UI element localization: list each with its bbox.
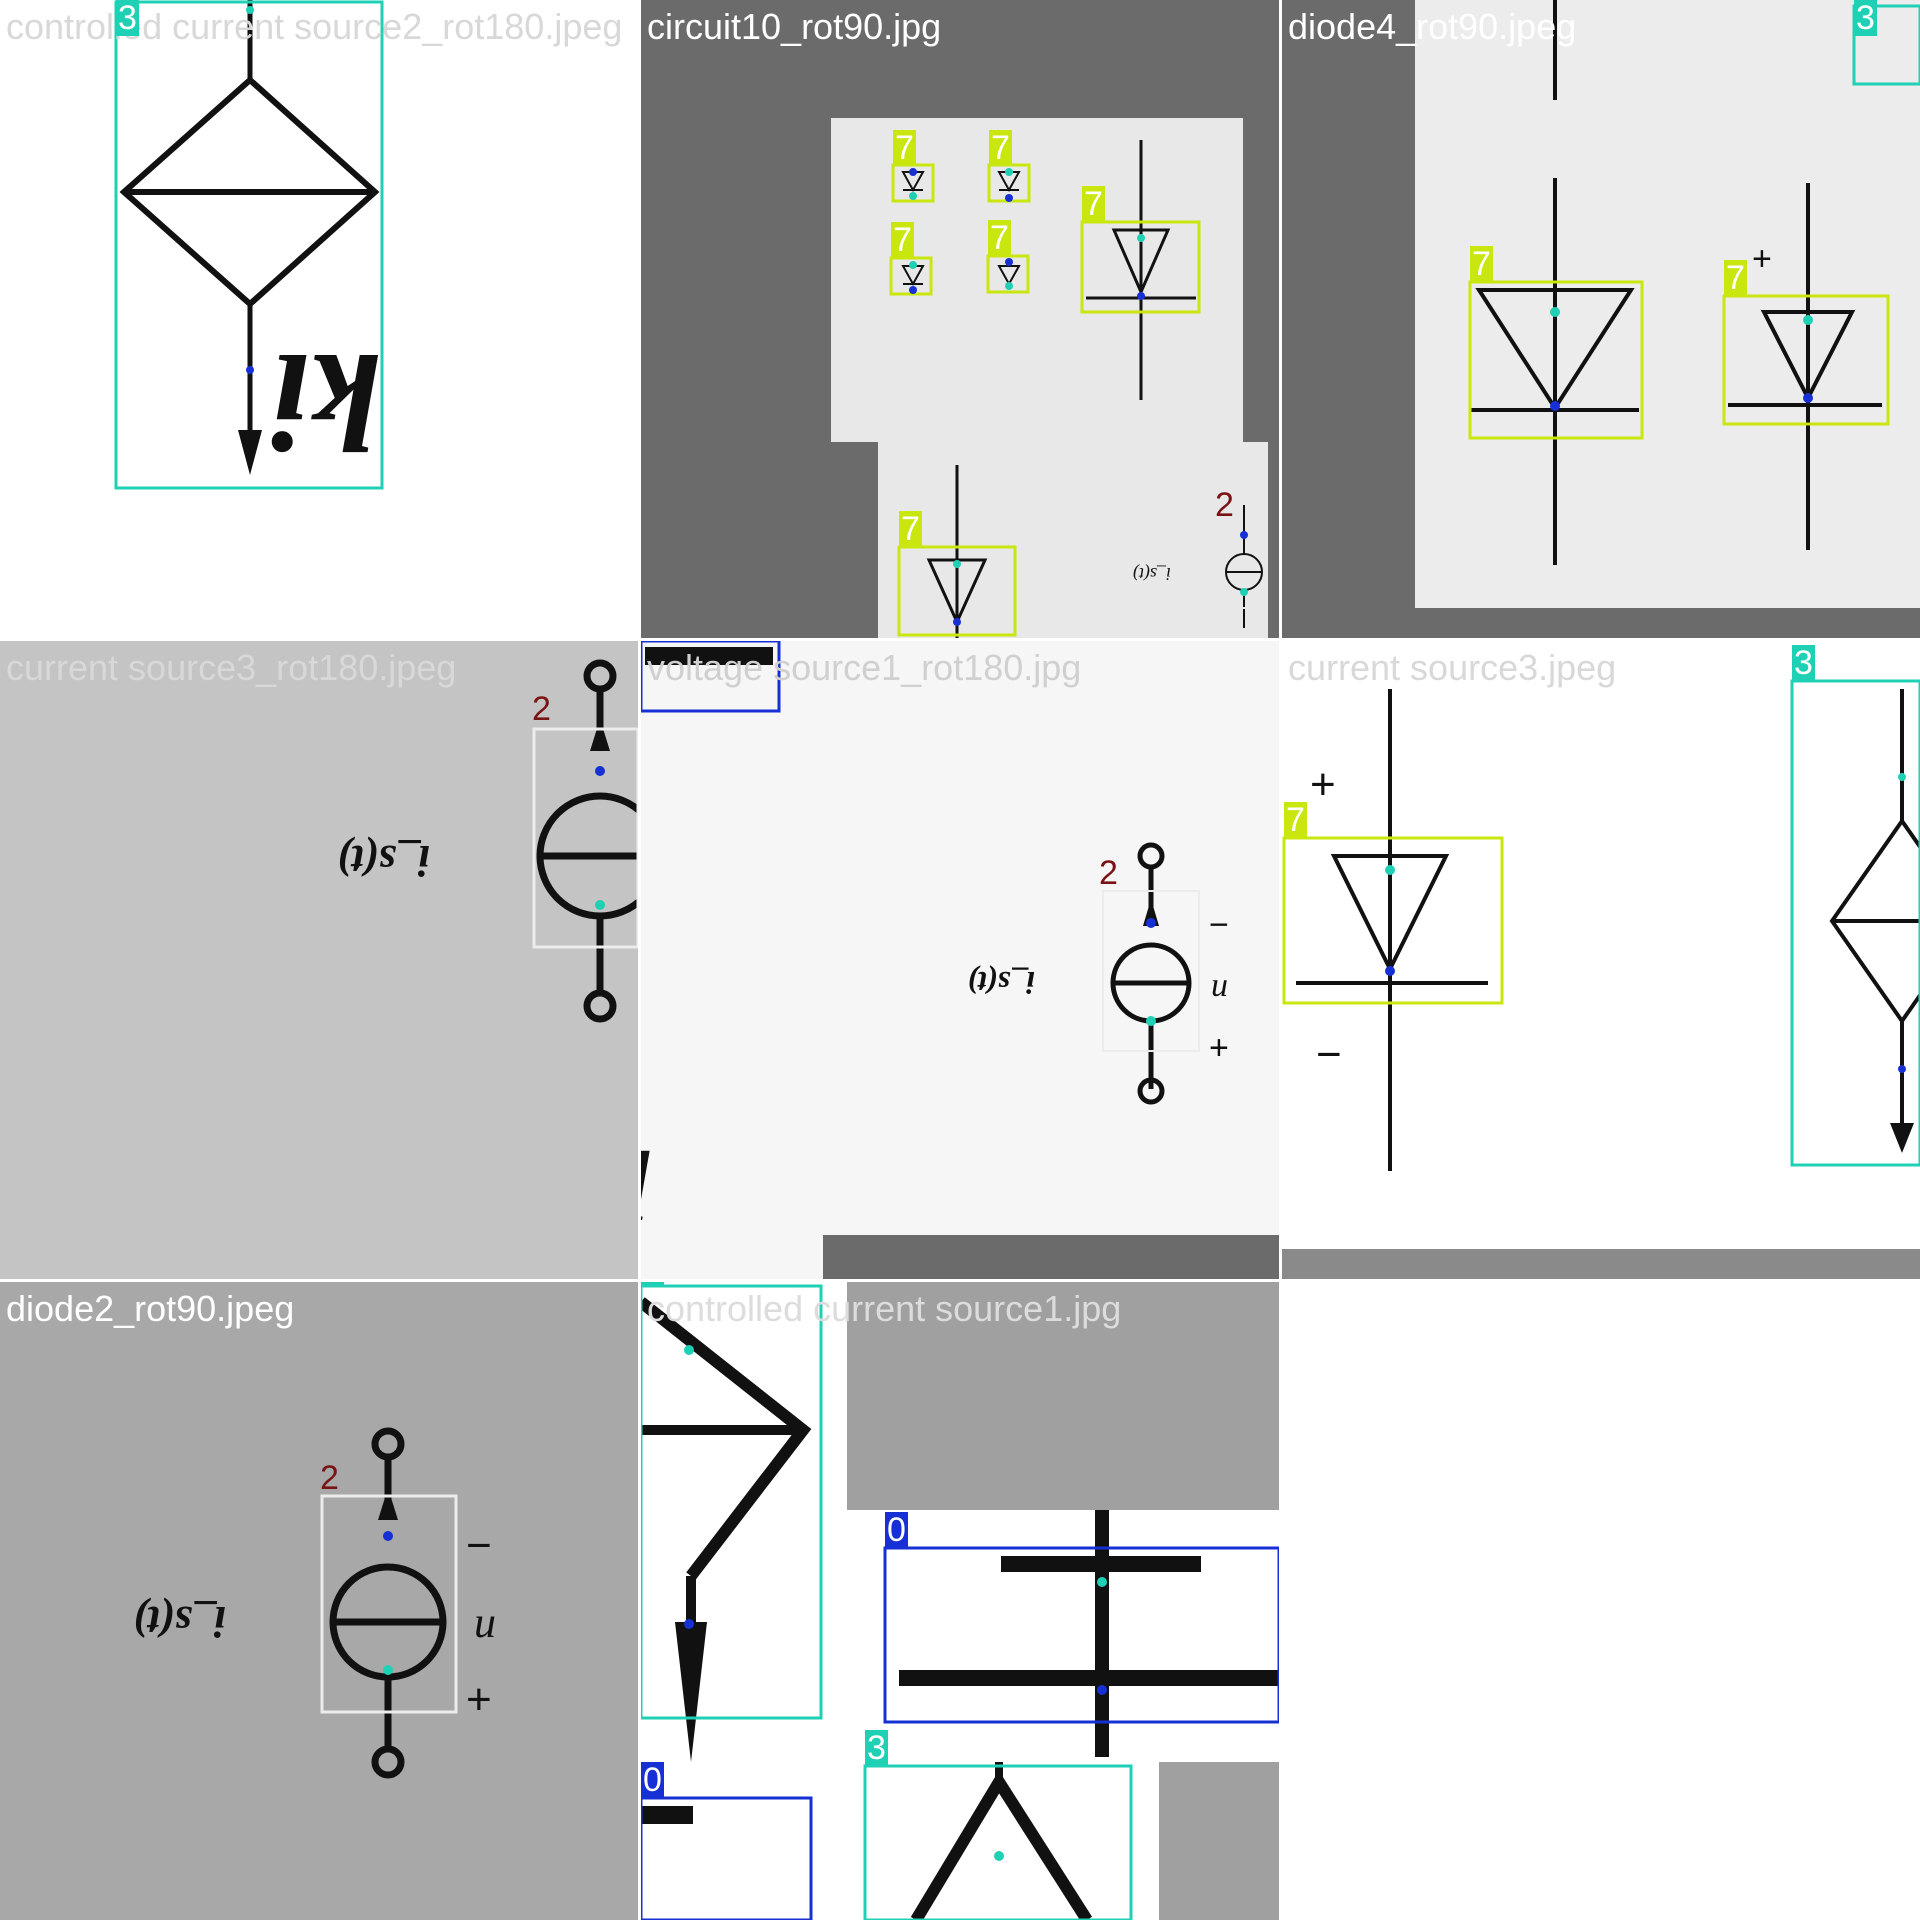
class-label: 7: [1470, 245, 1493, 283]
current-source-icon: i_s(t) − u + ki: [641, 641, 1279, 1279]
class-label: 3: [1854, 0, 1877, 37]
mosaic-tile-8: controlled current source1.jpg 3 0 0 3: [641, 1282, 1279, 1920]
u-label: u: [474, 1598, 496, 1647]
class-label: 7: [891, 221, 914, 259]
diode-icon: +: [1415, 0, 1920, 608]
plus-sign: +: [1310, 760, 1336, 809]
controlled-source-diamond-icon: [641, 1282, 1279, 1920]
mosaic-tile-1: ki controlled current source2_rot180.jpe…: [0, 0, 638, 638]
class-label: 7: [899, 510, 922, 548]
source-label: i_s(t): [1133, 563, 1171, 584]
minus-sign: −: [1316, 1030, 1342, 1079]
minus-sign: −: [466, 1521, 492, 1570]
source-label: i_s(t): [337, 836, 430, 885]
minus-sign: −: [1209, 906, 1229, 944]
tile-filename: current source3_rot180.jpeg: [6, 647, 457, 688]
u-label: u: [1211, 967, 1228, 1004]
class-label: 3: [116, 0, 139, 37]
class-label: 7: [1082, 185, 1105, 223]
class-label: 2: [320, 1459, 339, 1497]
current-source-icon: i_s(t): [337, 659, 638, 1023]
class-label: 7: [893, 129, 916, 167]
mosaic-tile-7: i_s(t) − u + diode2_rot90.jpeg 2: [0, 1282, 638, 1920]
class-label: 3: [865, 1729, 888, 1767]
class-label: 3: [1792, 644, 1815, 682]
class-label: 0: [885, 1511, 908, 1549]
plus-sign: +: [1209, 1029, 1229, 1067]
tile-filename: voltage source1_rot180.jpg: [647, 647, 1082, 688]
mosaic-tile-2: i_s(t) circuit10_rot90.jpg 7 7 7 7 7 7 2: [641, 0, 1279, 638]
mosaic-tile-4: i_s(t) current source3_rot180.jpeg 2: [0, 641, 638, 1279]
tile-filename: controlled current source2_rot180.jpeg: [6, 6, 623, 47]
plus-sign: +: [466, 1675, 492, 1724]
class-label: 3: [641, 1282, 664, 1286]
ki-label: ki: [641, 1129, 651, 1240]
ki-label: ki: [271, 324, 380, 479]
source-label: i_s(t): [133, 1597, 226, 1646]
current-source-icon: i_s(t) − u +: [133, 1427, 496, 1779]
mosaic-tile-3: + diode4_rot90.jpeg 7 7 3: [1282, 0, 1920, 638]
source-label: i_s(t): [967, 965, 1035, 1001]
tile-filename: controlled current source1.jpg: [647, 1288, 1122, 1329]
class-label: 2: [532, 690, 551, 728]
circuit-diagram: i_s(t): [831, 118, 1268, 638]
tile-filename: diode2_rot90.jpeg: [6, 1288, 295, 1329]
class-label: 2: [1099, 854, 1118, 892]
tile-filename: diode4_rot90.jpeg: [1288, 6, 1577, 47]
plus-sign: +: [1752, 240, 1772, 278]
mosaic-tile-empty: [1282, 1282, 1920, 1920]
class-label: 7: [1724, 259, 1747, 297]
class-label: 7: [988, 219, 1011, 257]
tile-filename: current source3.jpeg: [1288, 647, 1617, 688]
class-label: 2: [1215, 486, 1234, 524]
tile-filename: circuit10_rot90.jpg: [647, 6, 942, 47]
class-label: 0: [641, 1761, 664, 1799]
diode-icon: + −: [1282, 679, 1920, 1279]
controlled-source-diamond-icon: ki: [114, 0, 384, 490]
class-label: 7: [1284, 801, 1307, 839]
mosaic-tile-6: + − current source3.jpeg 7 3: [1282, 641, 1920, 1279]
class-label: 7: [989, 129, 1012, 167]
mosaic-tile-5: i_s(t) − u + ki voltage source1_rot180.j…: [641, 641, 1279, 1279]
